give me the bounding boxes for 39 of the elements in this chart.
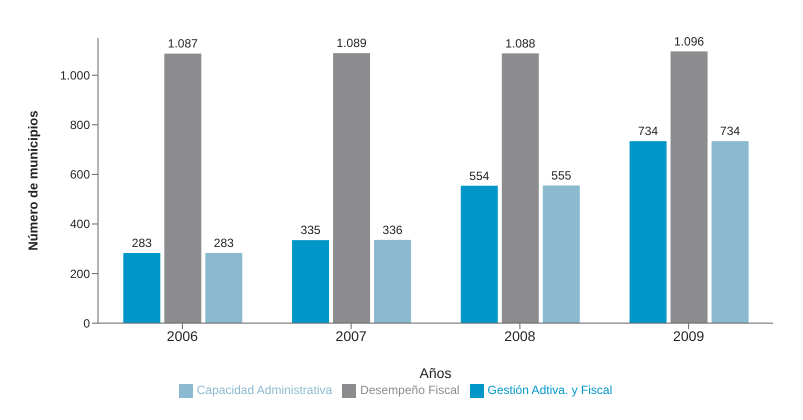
y-tick-label: 0 — [83, 316, 90, 330]
legend-label: Capacidad Administrativa — [196, 383, 332, 398]
y-tick-label: 600 — [70, 168, 90, 182]
data-label: 1.087 — [168, 36, 198, 51]
data-label: 1.088 — [505, 36, 536, 50]
y-tick-label: 200 — [70, 266, 90, 281]
data-label: 335 — [300, 223, 321, 238]
data-label: 734 — [720, 124, 740, 138]
bar — [374, 240, 412, 324]
y-tick-label: 1.000 — [60, 68, 90, 82]
y-tick-label: 800 — [70, 118, 90, 132]
data-label: 336 — [382, 222, 403, 237]
data-label: 554 — [469, 168, 490, 183]
data-label: 734 — [638, 124, 658, 138]
data-label: 283 — [132, 236, 152, 250]
bar — [460, 186, 498, 324]
bar — [630, 141, 667, 324]
bar — [670, 51, 708, 324]
x-tick-label: 2006 — [166, 328, 198, 344]
bar — [542, 186, 580, 324]
x-axis-title: Años — [420, 365, 452, 382]
data-label: 555 — [551, 168, 572, 183]
bar — [333, 53, 370, 324]
x-tick-label: 2007 — [336, 328, 367, 344]
y-tick-label: 400 — [70, 217, 90, 232]
x-tick-label: 2009 — [673, 328, 704, 344]
bar — [292, 240, 330, 324]
bar — [205, 252, 242, 324]
legend-label: Desempeño Fiscal — [360, 383, 460, 398]
data-label: 1.096 — [674, 34, 704, 48]
bar — [123, 252, 160, 324]
data-label: 1.089 — [336, 36, 367, 50]
legend-label: Gestión Adtiva. y Fiscal — [488, 383, 612, 398]
data-label: 283 — [214, 236, 234, 250]
bar — [502, 53, 539, 324]
x-tick-label: 2008 — [504, 328, 536, 344]
y-axis-title: Número de municipios — [26, 110, 41, 251]
bar — [712, 141, 749, 324]
bar — [164, 54, 202, 324]
